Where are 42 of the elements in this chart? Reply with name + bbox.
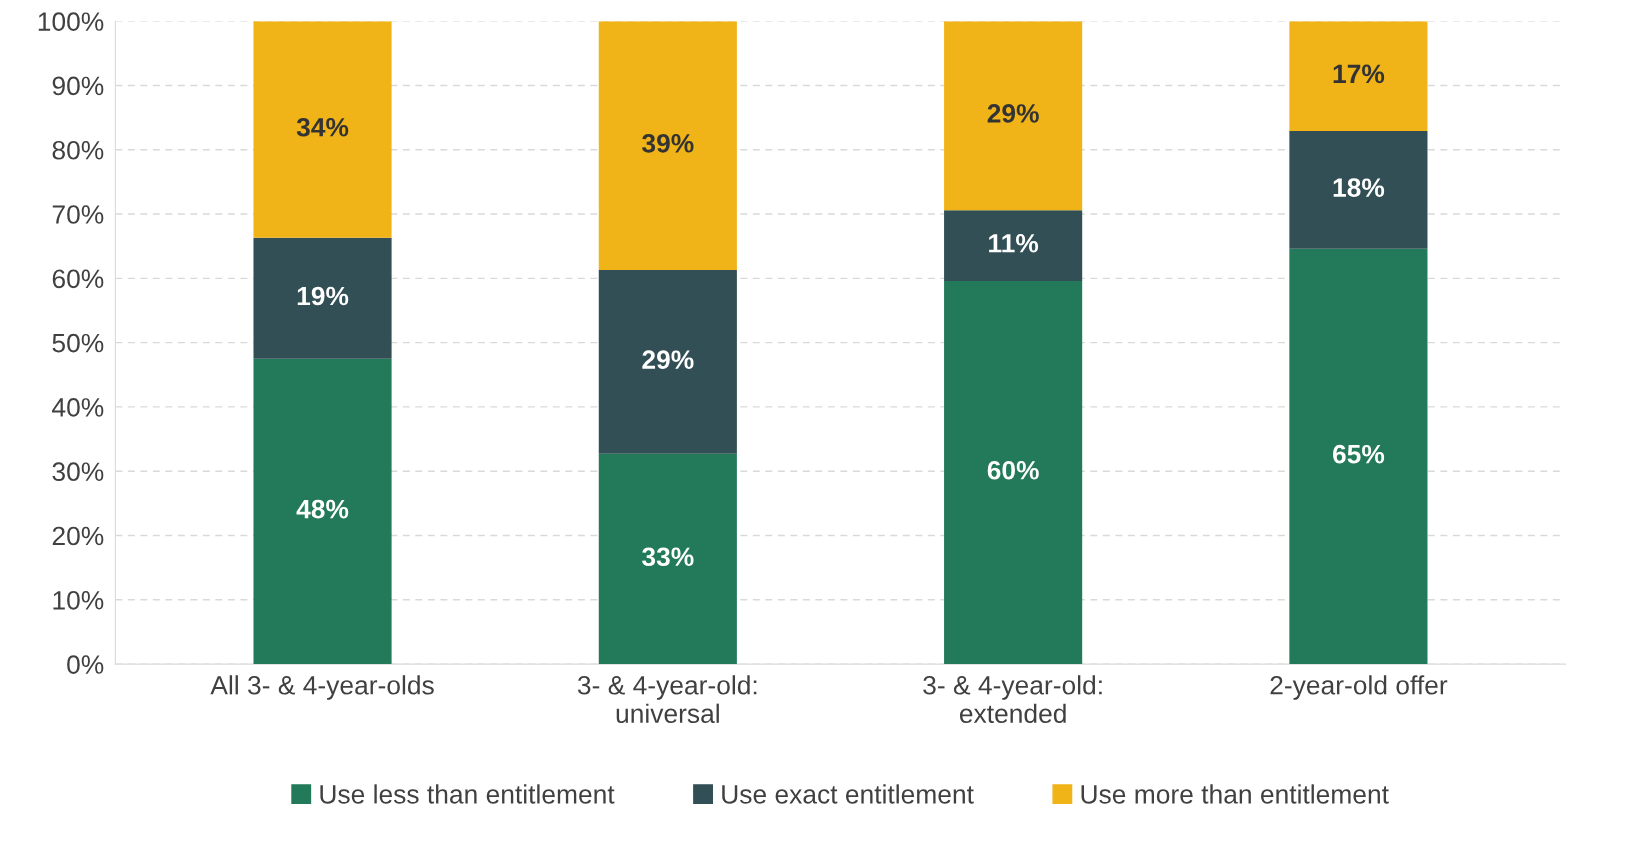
y-tick-label: 90% — [52, 76, 104, 96]
legend-label: Use exact entitlement — [722, 784, 974, 804]
bar — [944, 210, 1083, 281]
data-label: 19% — [297, 286, 349, 306]
y-tick-label: 70% — [52, 205, 104, 224]
x-tick-label: 3- & 4-year-old: extended — [923, 675, 1102, 724]
y-tick-label: 50% — [52, 333, 104, 353]
y-tick-label: 60% — [52, 269, 104, 289]
data-label: 17% — [1333, 64, 1385, 84]
data-label: 11% — [989, 234, 1039, 253]
data-label: 33% — [642, 547, 694, 567]
y-tick-label: 40% — [52, 398, 104, 417]
y-tick-label: 20% — [52, 526, 104, 546]
x-tick-label: 3- & 4-year-old: universal — [577, 675, 757, 724]
x-tick-label: All 3- & 4-year-olds — [210, 675, 434, 700]
bar — [253, 21, 392, 238]
bar — [598, 269, 737, 454]
data-label: 60% — [987, 460, 1039, 480]
legend-label: Use more than entitlement — [1081, 784, 1389, 804]
data-label: 48% — [296, 499, 349, 519]
bar — [1289, 248, 1428, 665]
bar — [1289, 131, 1428, 249]
y-tick-label: 0% — [67, 655, 104, 674]
data-label: 65% — [1332, 444, 1385, 464]
bar — [944, 21, 1083, 211]
y-tick-label: 100% — [38, 12, 104, 31]
y-tick-label: 30% — [52, 462, 104, 482]
bar — [598, 453, 737, 665]
bar — [253, 237, 392, 359]
data-label: 18% — [1333, 178, 1385, 198]
legend-label: Use less than entitlement — [320, 784, 615, 804]
bar — [944, 280, 1083, 665]
bar — [1289, 21, 1428, 132]
data-label: 34% — [296, 117, 349, 137]
data-label: 29% — [987, 104, 1039, 123]
bar — [598, 21, 737, 270]
bar — [253, 358, 392, 665]
data-label: 39% — [642, 133, 694, 153]
x-tick-label: 2-year-old offer — [1270, 675, 1448, 700]
data-label: 29% — [642, 350, 694, 369]
y-tick-label: 80% — [52, 140, 104, 160]
y-tick-label: 10% — [53, 590, 104, 610]
